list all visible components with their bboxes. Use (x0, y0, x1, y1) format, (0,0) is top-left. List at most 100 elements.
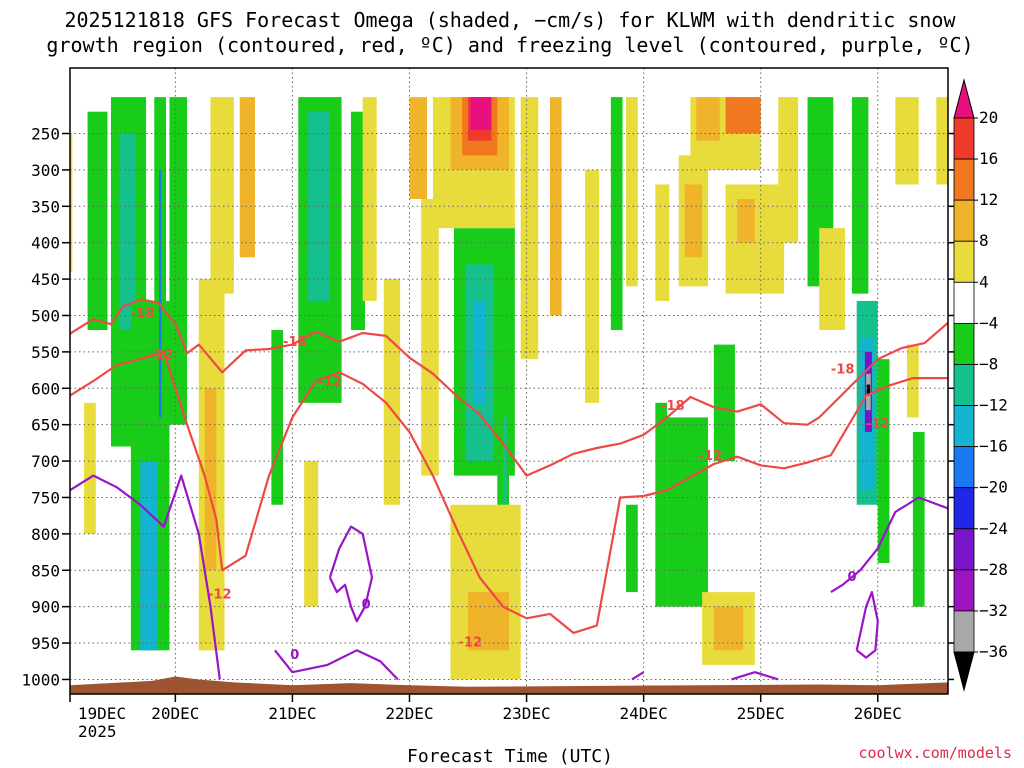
colorbar-label-10: −24 (979, 519, 1008, 538)
colorbar-label-1: 16 (979, 149, 998, 168)
freezing-label-0: 0 (290, 648, 299, 663)
freezing-contour-3 (631, 671, 645, 681)
omega-cell-47 (696, 97, 720, 141)
colorbar-swatch-5 (953, 322, 975, 365)
y-tick-label-950: 950 (31, 634, 60, 653)
freezing-contour-5 (830, 496, 949, 594)
omega-cell-63 (877, 359, 890, 563)
omega-cell-40 (626, 504, 638, 593)
omega-cell-8 (84, 402, 96, 534)
x-tick-label-20dec: 20DEC (151, 704, 199, 723)
colorbar-label-4: 4 (979, 272, 989, 291)
colorbar-swatch-8 (953, 446, 975, 489)
omega-cell-53 (713, 606, 744, 651)
omega-cell-37 (585, 169, 600, 403)
red-label-2: -12 (208, 588, 232, 603)
colorbar-legend: 20 16 12 8 4 −4 −8 −12 −16 −20 −24 −28 −32 −36 (953, 78, 1008, 692)
omega-cell-54 (778, 97, 799, 243)
terrain-layer (70, 676, 948, 694)
colorbar-label-7: −12 (979, 396, 1008, 415)
omega-cell-20 (383, 279, 401, 505)
freezing-label-1: 0 (362, 598, 371, 613)
colorbar-label-9: −20 (979, 478, 1008, 497)
colorbar-label-0: 20 (979, 108, 998, 127)
colorbar-label-2: 12 (979, 190, 998, 209)
omega-cell-66 (912, 431, 925, 607)
omega-cell-38 (610, 97, 623, 331)
y-tick-label-300: 300 (31, 161, 60, 180)
colorbar-swatch-0 (953, 117, 975, 160)
omega-cell-19 (362, 97, 377, 301)
omega-cell-65 (907, 344, 919, 418)
colorbar-swatch-4 (953, 281, 975, 324)
omega-cell-3 (140, 461, 158, 651)
y-tick-label-700: 700 (31, 452, 60, 471)
omega-cell-41 (655, 184, 670, 301)
omega-cell-5 (158, 169, 162, 418)
colorbar-label-6: −8 (979, 354, 998, 373)
omega-cell-1 (119, 133, 136, 331)
colorbar-swatch-11 (953, 569, 975, 612)
omega-cell-57 (852, 97, 869, 294)
red-label-6: -18 (831, 363, 855, 378)
y-tick-label-550: 550 (31, 343, 60, 362)
omega-cell-11 (204, 388, 217, 571)
x-axis: 19DEC 20DEC 21DEC 22DEC 23DEC 24DEC 25DEC 26DEC (69, 694, 902, 723)
freezing-level-contours: 0 0 0 (69, 474, 949, 681)
colorbar-swatch-6 (953, 364, 975, 406)
omega-cell-21 (409, 97, 428, 200)
x-axis-title: Forecast Time (UTC) (407, 746, 613, 767)
y-tick-label-900: 900 (31, 598, 60, 617)
x-tick-label-19dec: 19DEC (78, 704, 126, 723)
omega-cell-13 (239, 97, 255, 258)
y-tick-label-600: 600 (31, 379, 60, 398)
omega-cell-45 (684, 184, 703, 258)
omega-cell-32 (470, 97, 492, 130)
red-label-5: -12 (699, 449, 723, 464)
y-tick-label-400: 400 (31, 234, 60, 253)
freezing-contour-6 (855, 591, 879, 659)
colorbar-bottom-arrow (953, 651, 975, 692)
colorbar-label-13: −36 (979, 642, 1008, 661)
red-label-0: -18 (283, 335, 307, 350)
y-tick-label-450: 450 (31, 270, 60, 289)
freezing-contour-4 (731, 671, 779, 681)
omega-cell-48 (713, 344, 735, 462)
y-tick-label-500: 500 (31, 306, 60, 325)
colorbar-label-11: −28 (979, 560, 1008, 579)
omega-cell-36 (549, 97, 562, 316)
y-tick-label-750: 750 (31, 488, 60, 507)
colorbar-swatch-7 (953, 405, 975, 448)
omega-cell-34 (468, 592, 509, 651)
red-label-4: -18 (661, 399, 685, 414)
freezing-contour-0 (69, 474, 221, 680)
omega-cell-39 (626, 97, 638, 287)
terrain-surface (70, 676, 948, 694)
chart-title-line1: 2025121818 GFS Forecast Omega (shaded, −… (64, 8, 956, 32)
colorbar-label-3: 8 (979, 231, 989, 250)
y-tick-label-1000: 1000 (21, 670, 60, 689)
omega-cell-67 (936, 97, 948, 185)
plot-frame (69, 67, 949, 695)
x-tick-label-25dec: 25DEC (737, 704, 785, 723)
omega-cell-35 (520, 97, 539, 360)
omega-cell-49 (725, 97, 761, 134)
omega-cell-17 (304, 461, 319, 607)
y-tick-label-250: 250 (31, 125, 60, 144)
freezing-contour-2 (328, 525, 374, 623)
omega-cell-62 (866, 384, 871, 396)
red-label-3: -12 (459, 636, 483, 651)
red-contour-label-1: -12 (150, 348, 174, 363)
red-label-1: -12 (318, 375, 342, 390)
omega-cell-6 (70, 133, 73, 272)
colorbar-swatch-10 (953, 528, 975, 571)
y-tick-label-650: 650 (31, 416, 60, 435)
omega-cell-51 (737, 199, 755, 243)
dendritic-growth-contours: -18 -12 -18 -12 -12 -12 -18 -12 -18 -12 (69, 298, 949, 651)
x-tick-label-23dec: 23DEC (502, 704, 550, 723)
x-tick-label-22dec: 22DEC (385, 704, 433, 723)
colorbar-swatch-1 (953, 158, 975, 201)
omega-cell-27 (503, 417, 507, 549)
colorbar-label-8: −16 (979, 437, 1008, 456)
omega-cell-12 (210, 97, 234, 294)
